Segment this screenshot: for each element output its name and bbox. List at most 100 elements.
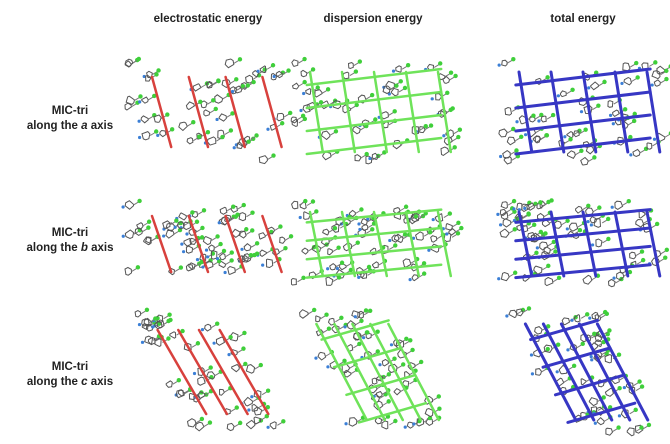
molecule — [500, 229, 509, 237]
chlorine — [637, 379, 641, 383]
bond — [635, 429, 640, 432]
chlorine — [286, 68, 290, 72]
bond — [323, 330, 328, 333]
chlorine — [165, 112, 169, 116]
chlorine — [592, 155, 596, 159]
bond — [383, 402, 388, 405]
chlorine — [639, 425, 643, 429]
chlorine — [271, 63, 275, 67]
nitrogen — [141, 341, 144, 344]
chlorine — [572, 364, 576, 368]
nitrogen — [445, 232, 448, 235]
molecule — [633, 149, 640, 156]
nitrogen — [240, 248, 243, 251]
molecule — [142, 97, 149, 103]
chlorine — [453, 74, 457, 78]
molecule — [382, 360, 388, 366]
chlorine — [632, 119, 636, 123]
bond — [508, 202, 513, 205]
molecule — [141, 116, 148, 123]
chlorine — [553, 249, 557, 253]
bond — [434, 64, 439, 67]
nitrogen — [185, 232, 188, 235]
chlorine — [316, 85, 320, 89]
chlorine — [238, 421, 242, 425]
nitrogen — [261, 264, 264, 267]
chlorine — [254, 133, 258, 137]
bond — [299, 83, 304, 86]
chlorine — [242, 331, 246, 335]
cylinder — [226, 216, 245, 272]
bond — [541, 136, 546, 139]
chlorine — [602, 80, 606, 84]
molecule — [160, 131, 166, 137]
bond — [234, 424, 239, 427]
chlorine — [147, 220, 151, 224]
nitrogen — [343, 325, 346, 328]
nitrogen — [138, 323, 141, 326]
bond — [509, 274, 514, 277]
cylinder — [342, 212, 355, 276]
bond — [198, 211, 203, 214]
bond — [389, 422, 394, 425]
molecule — [562, 318, 569, 325]
bond — [452, 224, 457, 227]
chlorine — [456, 221, 460, 225]
framework-image — [121, 199, 293, 275]
nitrogen — [623, 386, 626, 389]
bond — [326, 353, 331, 356]
nitrogen — [524, 133, 527, 136]
molecule — [615, 201, 623, 209]
chlorine — [137, 57, 141, 61]
chlorine — [545, 75, 549, 79]
chlorine — [234, 77, 238, 81]
chlorine — [368, 309, 372, 313]
nitrogen — [570, 319, 573, 322]
bond — [637, 261, 642, 264]
molecule — [188, 419, 196, 427]
bond — [213, 262, 218, 265]
chlorine — [511, 57, 515, 61]
chlorine — [303, 199, 307, 203]
bond — [659, 259, 664, 262]
bond — [307, 203, 312, 206]
bond — [536, 130, 541, 133]
framework-image — [300, 308, 442, 429]
label-part: axis — [91, 242, 113, 254]
nitrogen — [620, 82, 623, 85]
bond — [262, 392, 267, 395]
molecule — [567, 132, 573, 138]
chlorine — [628, 135, 632, 139]
chlorine — [303, 117, 307, 121]
framework-image — [291, 199, 463, 286]
bond — [661, 251, 666, 254]
molecule — [318, 352, 326, 360]
cylinder — [262, 77, 281, 147]
molecule — [321, 131, 330, 139]
molecule — [187, 138, 193, 144]
bond — [193, 247, 198, 250]
chlorine — [166, 336, 170, 340]
bond — [215, 373, 220, 376]
molecule — [244, 244, 251, 251]
bond — [251, 244, 256, 247]
chlorine — [359, 207, 363, 211]
molecule — [259, 156, 267, 164]
nitrogen — [388, 239, 391, 242]
nitrogen — [213, 342, 216, 345]
bond — [508, 213, 513, 216]
molecule — [501, 212, 508, 219]
chlorine — [403, 232, 407, 236]
chlorine — [592, 332, 596, 336]
nitrogen — [612, 276, 615, 279]
chlorine — [438, 61, 442, 65]
molecule — [125, 268, 132, 276]
bond — [615, 280, 620, 283]
chlorine — [319, 100, 323, 104]
chlorine — [278, 224, 282, 228]
chlorine — [551, 113, 555, 117]
molecule — [166, 230, 174, 238]
cylinder — [152, 77, 171, 147]
axis-letter: b — [81, 242, 88, 254]
bond — [614, 101, 619, 104]
